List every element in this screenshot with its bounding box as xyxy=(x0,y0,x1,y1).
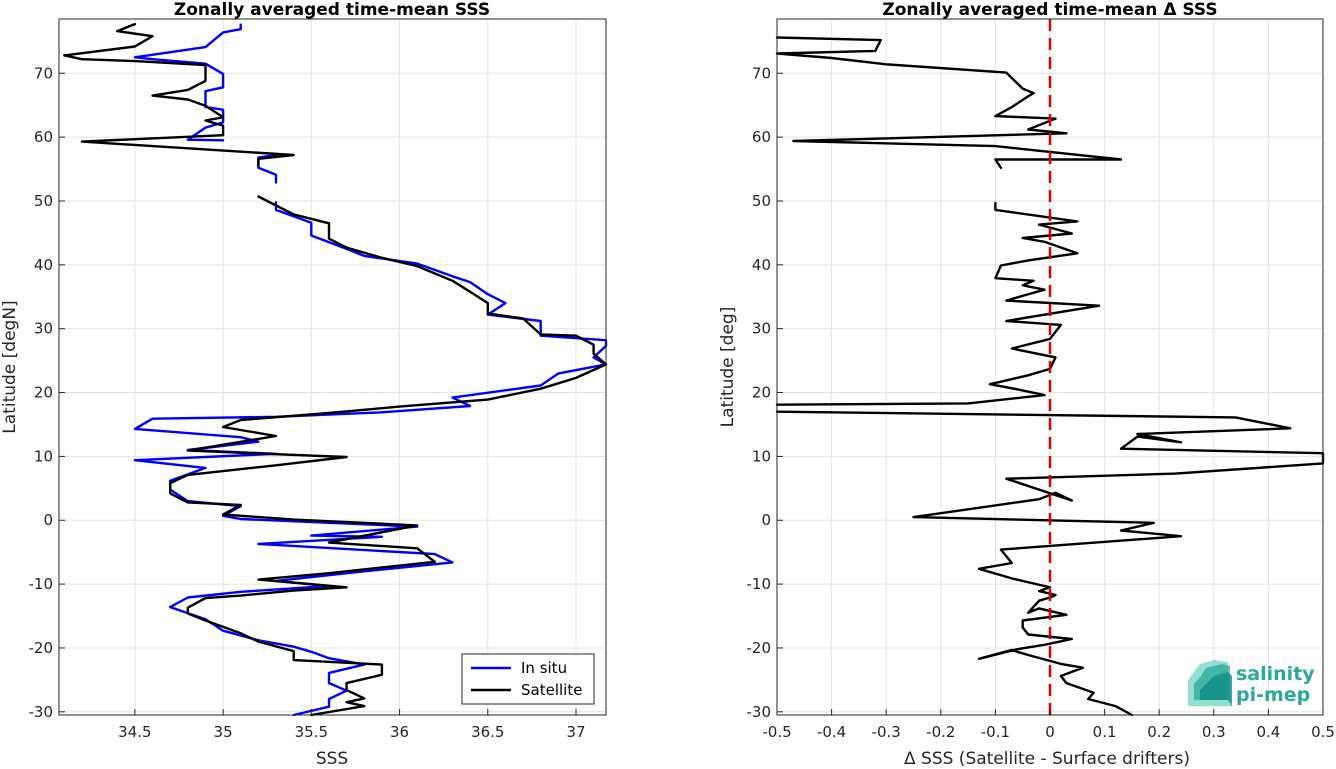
right-grid xyxy=(776,19,1324,715)
right-y-tick-label: 60 xyxy=(752,128,771,146)
left-chart-title: Zonally averaged time-mean SSS xyxy=(174,0,490,20)
left-y-tick-label: 20 xyxy=(34,384,53,402)
logo-text-salinity: salinity xyxy=(1236,663,1315,685)
left-y-tick-label: -20 xyxy=(29,639,54,657)
legend-box xyxy=(461,653,595,705)
right-chart-title: Zonally averaged time-mean Δ SSS xyxy=(882,0,1217,20)
right-x-tick-label: 0.4 xyxy=(1256,723,1280,741)
right-y-tick-label: 70 xyxy=(752,64,771,82)
left-series-line-in-situ xyxy=(133,23,242,142)
left-x-tick-label: 36 xyxy=(390,723,409,741)
right-ticks: -0.5 -0.4 -0.3 -0.2 -0.1 0 0.1 0.2 0.3 0.4 0.5 -30 -… xyxy=(747,64,1335,741)
left-x-tick-label: 35.5 xyxy=(295,723,328,741)
left-y-tick-label: 40 xyxy=(34,256,53,274)
right-x-tick-label: -0.1 xyxy=(981,723,1010,741)
right-y-axis-label: Latitude [deg] xyxy=(718,307,738,428)
right-y-tick-label: 40 xyxy=(752,256,771,274)
right-series-line-series-0 xyxy=(775,36,1123,170)
left-y-tick-label: 50 xyxy=(34,192,53,210)
right-x-tick-label: 0 xyxy=(1045,723,1055,741)
logo-text-pi-mep: pi-mep xyxy=(1236,684,1310,706)
right-x-tick-label: 0.1 xyxy=(1093,723,1117,741)
left-series-line-satellite xyxy=(168,195,608,717)
right-series-line-series-0 xyxy=(775,201,1101,406)
right-series-layer xyxy=(775,36,1325,717)
right-y-tick-label: -10 xyxy=(747,575,772,593)
right-y-tick-label: -20 xyxy=(747,639,772,657)
legend-label-satellite: Satellite xyxy=(521,681,582,699)
right-y-tick-label: -30 xyxy=(747,703,772,721)
logo-wave-icon xyxy=(1188,660,1232,706)
left-y-axis-label: Latitude [degN] xyxy=(0,300,20,433)
right-x-tick-label: 0.3 xyxy=(1202,723,1226,741)
right-y-tick-label: 50 xyxy=(752,192,771,210)
left-x-tick-label: 36.5 xyxy=(471,723,504,741)
left-series-line-satellite xyxy=(63,22,295,168)
left-ticks: 34.5 35 35.5 36 36.5 37 -30 -20 -10 0 10 20 30 40 50 60… xyxy=(29,64,586,741)
left-x-tick-label: 34.5 xyxy=(118,723,151,741)
left-x-tick-label: 35 xyxy=(214,723,233,741)
right-x-tick-label: 0.2 xyxy=(1147,723,1171,741)
left-y-tick-label: 70 xyxy=(34,64,53,82)
left-grid xyxy=(59,19,606,715)
left-y-tick-label: 60 xyxy=(34,128,53,146)
left-chart: 34.5 35 35.5 36 36.5 37 -30 -20 -10 0 10 20 30 40 50 60… xyxy=(0,0,608,769)
left-series-line-in-situ xyxy=(133,201,608,717)
salinity-pi-mep-logo: salinity pi-mep xyxy=(1188,660,1315,706)
right-chart: -0.5 -0.4 -0.3 -0.2 -0.1 0 0.1 0.2 0.3 0.4 0.5 -30 -… xyxy=(718,0,1335,769)
left-x-tick-label: 37 xyxy=(566,723,585,741)
left-series-line-in-situ xyxy=(257,153,278,184)
right-y-tick-label: 0 xyxy=(761,511,771,529)
left-plot-frame xyxy=(58,18,607,716)
left-y-tick-label: -10 xyxy=(29,575,54,593)
right-x-tick-label: -0.2 xyxy=(926,723,955,741)
right-x-tick-label: -0.5 xyxy=(762,723,791,741)
left-y-tick-label: -30 xyxy=(29,703,54,721)
right-x-tick-label: -0.4 xyxy=(817,723,846,741)
legend: In situ Satellite xyxy=(461,653,595,705)
left-y-tick-label: 10 xyxy=(34,447,53,465)
left-series-layer xyxy=(63,22,608,717)
right-y-tick-label: 30 xyxy=(752,320,771,338)
legend-label-in-situ: In situ xyxy=(521,659,567,677)
right-x-tick-label: 0.5 xyxy=(1311,723,1335,741)
left-x-axis-label: SSS xyxy=(316,749,348,769)
left-y-tick-label: 30 xyxy=(34,320,53,338)
right-x-axis-label: Δ SSS (Satellite - Surface drifters) xyxy=(904,749,1190,769)
left-y-tick-label: 0 xyxy=(43,511,53,529)
right-series-line-series-0 xyxy=(775,410,1325,717)
right-x-tick-label: -0.3 xyxy=(872,723,901,741)
right-y-tick-label: 20 xyxy=(752,384,771,402)
right-y-tick-label: 10 xyxy=(752,447,771,465)
